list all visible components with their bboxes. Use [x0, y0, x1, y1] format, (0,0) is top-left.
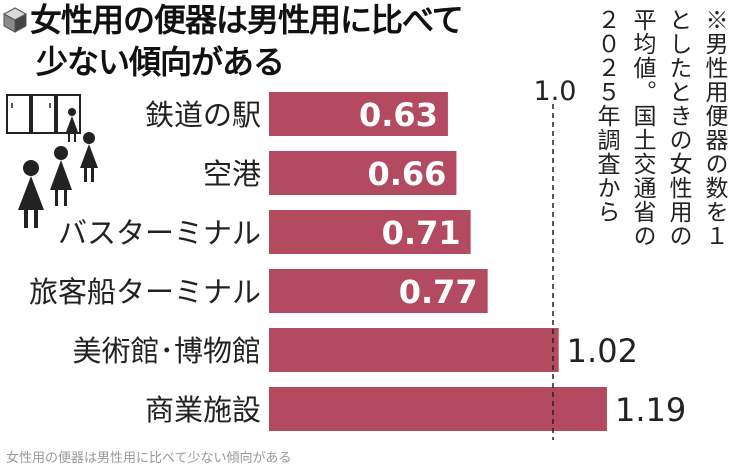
bar — [269, 328, 559, 372]
category-label: 鉄道の駅 — [145, 98, 261, 132]
chart-title: 女性用の便器は男性用に比べて 少ない傾向がある — [0, 0, 600, 100]
women-figures-icon — [18, 108, 98, 228]
value-label: 0.66 — [367, 155, 446, 193]
footnote: ※男性用便器の数を１ としたときの女性用の 平均値。国土交通省の ２０２５年調査… — [584, 8, 729, 298]
value-label: 1.19 — [615, 391, 686, 429]
footnote-line-2: としたときの女性用の — [665, 8, 691, 248]
bar — [269, 210, 471, 254]
category-label: バスターミナル — [58, 216, 261, 250]
restroom-doors-icon — [6, 94, 81, 134]
cube-icon — [3, 7, 27, 33]
bar — [269, 151, 457, 195]
bar — [269, 387, 607, 431]
caption: 女性用の便器は男性用に比べて少ない傾向がある — [6, 451, 292, 466]
footnote-line-3: 平均値。国土交通省の — [629, 8, 655, 248]
value-label: 0.63 — [359, 96, 438, 134]
category-label: 商業施設 — [145, 393, 261, 427]
title-line-1: 女性用の便器は男性用に比べて — [30, 1, 464, 39]
bar — [269, 92, 448, 136]
category-label: 空港 — [203, 157, 261, 191]
reference-label: 1.0 — [534, 76, 577, 107]
footnote-line-4: ２０２５年調査から — [593, 8, 619, 224]
value-label: 1.02 — [567, 332, 638, 370]
footnote-line-1: ※男性用便器の数を１ — [701, 8, 727, 248]
bar — [269, 269, 488, 313]
value-label: 0.77 — [399, 273, 478, 311]
category-label: 旅客船ターミナル — [29, 275, 261, 309]
value-label: 0.71 — [382, 214, 461, 252]
category-label: 美術館･博物館 — [72, 334, 261, 368]
title-line-2: 少ない傾向がある — [36, 43, 285, 81]
